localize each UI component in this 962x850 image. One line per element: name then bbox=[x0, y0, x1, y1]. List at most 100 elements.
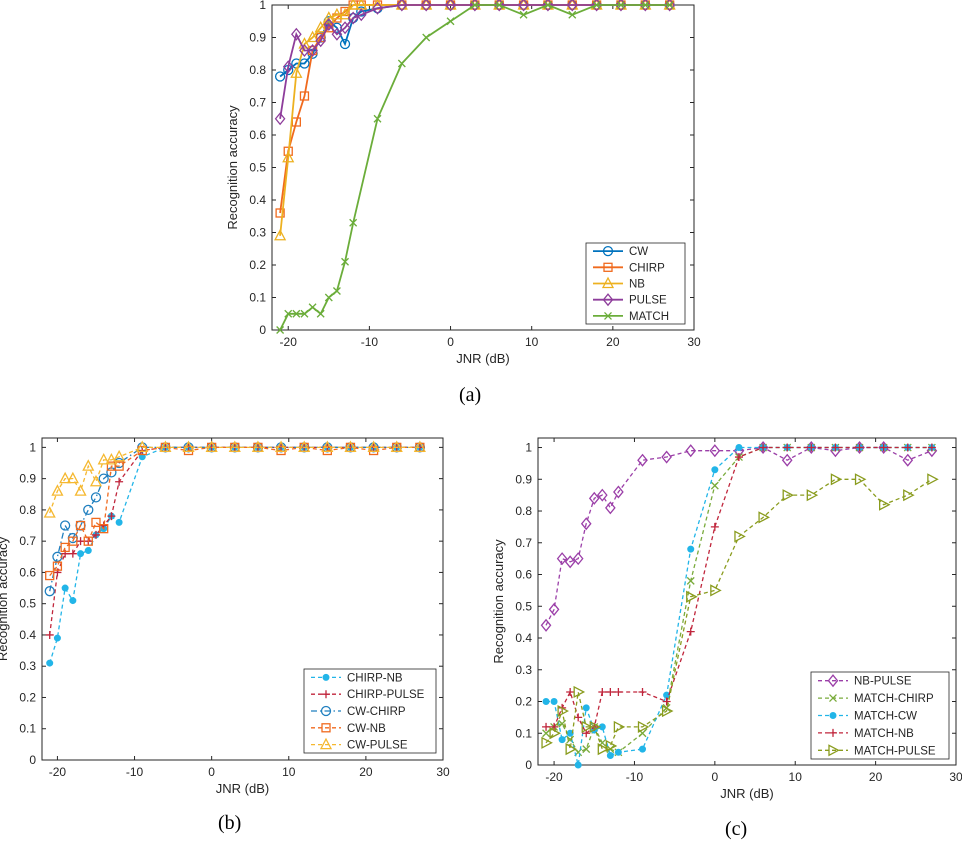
y-tick-label: 0 bbox=[259, 323, 266, 337]
legend-a: CW CHIRP NB PULSE MATCH bbox=[585, 242, 686, 325]
data-point bbox=[470, 1, 479, 9]
data-point bbox=[205, 440, 218, 453]
data-point bbox=[77, 550, 85, 558]
data-point bbox=[758, 511, 770, 524]
data-point bbox=[275, 208, 285, 218]
series-line-cw-nb bbox=[49, 446, 420, 577]
legend-c: NB-PULSE MATCH-CHIRP MATCH-CW MATCH-NB MATCH… bbox=[810, 671, 950, 760]
data-point bbox=[542, 729, 550, 738]
data-point bbox=[757, 440, 769, 455]
data-point bbox=[396, 0, 408, 12]
data-point bbox=[805, 440, 817, 455]
data-point bbox=[830, 473, 843, 486]
data-point bbox=[558, 719, 567, 728]
y-tick-label: 0.5 bbox=[515, 599, 532, 613]
data-point bbox=[557, 704, 570, 718]
y-tick-label: 0.4 bbox=[19, 628, 36, 642]
y-tick-label: 0 bbox=[525, 758, 532, 772]
data-point bbox=[550, 698, 558, 706]
legend-label: MATCH-PULSE bbox=[854, 745, 936, 757]
y-tick-label: 0.1 bbox=[249, 291, 266, 305]
data-point bbox=[735, 444, 743, 452]
data-point bbox=[637, 720, 650, 733]
data-point bbox=[565, 743, 578, 756]
data-point bbox=[314, 20, 327, 33]
data-point bbox=[598, 687, 607, 696]
series-line-match-pulse bbox=[545, 478, 933, 750]
legend-marker bbox=[321, 723, 331, 733]
data-point bbox=[83, 536, 93, 546]
data-point bbox=[469, 0, 481, 12]
data-point bbox=[781, 453, 793, 467]
data-point bbox=[299, 43, 310, 58]
data-point bbox=[556, 552, 568, 566]
data-point bbox=[332, 287, 341, 295]
data-point bbox=[566, 0, 578, 12]
data-point bbox=[879, 443, 888, 452]
data-point bbox=[686, 576, 695, 585]
data-point bbox=[927, 443, 936, 452]
data-point bbox=[614, 748, 622, 756]
data-point bbox=[75, 520, 86, 531]
y-tick-label: 0.3 bbox=[249, 226, 266, 240]
data-point bbox=[558, 736, 566, 744]
y-tick-label: 0.7 bbox=[515, 536, 532, 550]
data-point bbox=[373, 114, 382, 123]
legend-label: CHIRP-PULSE bbox=[347, 689, 425, 701]
y-tick-label: 0.3 bbox=[19, 659, 36, 673]
x-tick-label: -10 bbox=[626, 770, 644, 784]
x-axis-label: JNR (dB) bbox=[216, 781, 269, 796]
legend-marker bbox=[829, 728, 837, 737]
data-point bbox=[274, 112, 286, 126]
data-point bbox=[605, 501, 616, 515]
data-point bbox=[91, 530, 100, 539]
data-point bbox=[307, 43, 318, 58]
data-point bbox=[589, 720, 602, 733]
y-tick-label: 0.9 bbox=[515, 472, 532, 486]
data-point bbox=[84, 547, 92, 555]
data-point bbox=[710, 584, 722, 597]
data-point bbox=[299, 91, 310, 101]
data-point bbox=[581, 720, 594, 733]
x-tick-label: 10 bbox=[789, 770, 803, 784]
data-point bbox=[542, 722, 551, 731]
x-axis-label: JNR (dB) bbox=[720, 786, 773, 801]
data-point bbox=[339, 38, 351, 50]
data-point bbox=[51, 484, 64, 496]
data-point bbox=[339, 21, 351, 35]
legend-label: MATCH-CW bbox=[854, 711, 917, 723]
data-point bbox=[97, 452, 110, 465]
legend-marker bbox=[604, 311, 612, 320]
x-tick-label: 10 bbox=[282, 765, 296, 779]
data-point bbox=[68, 549, 77, 558]
data-point bbox=[113, 449, 126, 462]
data-point bbox=[316, 309, 325, 318]
legend-marker bbox=[322, 673, 330, 681]
x-tick-label: 20 bbox=[869, 770, 883, 784]
data-point bbox=[330, 7, 343, 20]
y-tick-label: 0.6 bbox=[515, 568, 532, 582]
data-point bbox=[276, 326, 285, 334]
data-point bbox=[292, 309, 301, 318]
legend-label: PULSE bbox=[629, 295, 667, 307]
data-point bbox=[298, 440, 311, 453]
data-point bbox=[564, 555, 576, 569]
data-point bbox=[495, 1, 504, 9]
data-point bbox=[46, 659, 54, 667]
data-point bbox=[99, 524, 109, 534]
caption-c: (c) bbox=[725, 818, 748, 840]
data-point bbox=[541, 736, 553, 749]
legend-marker bbox=[602, 245, 614, 257]
legend-marker bbox=[828, 744, 840, 757]
data-point bbox=[613, 720, 626, 733]
data-point bbox=[615, 0, 627, 12]
data-point bbox=[367, 440, 380, 453]
data-point bbox=[783, 443, 792, 452]
data-point bbox=[74, 484, 87, 496]
data-point bbox=[420, 0, 432, 12]
data-point bbox=[686, 590, 698, 603]
y-tick-label: 0.4 bbox=[515, 631, 532, 645]
data-point bbox=[582, 704, 590, 712]
data-point bbox=[413, 440, 426, 453]
y-tick-label: 0.5 bbox=[249, 161, 266, 175]
